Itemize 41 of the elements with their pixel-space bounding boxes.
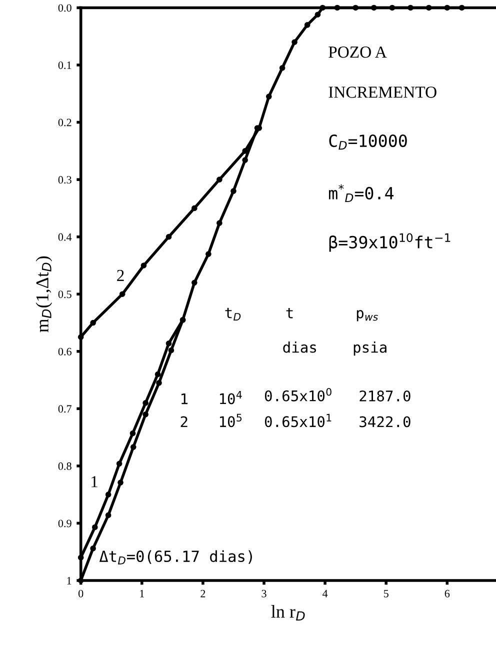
y-tick-label: 1 [67,577,72,584]
annotation: 3422.0 [360,416,410,428]
annotation: 1 [182,394,188,404]
annotation: 0.65x10$^{0}$ [264,388,332,402]
y-tick-label: 0.3 [58,176,72,184]
annotation: 0.65x10$^{1}$ [264,414,332,428]
annotation: dias [283,342,316,353]
x-tick-label: 3 [262,590,266,598]
annotation: POZO A [328,46,387,58]
x-tick-label: 5 [384,590,388,598]
series-label: 2 [117,270,124,281]
x-tick-label: 6 [444,590,450,598]
series-label: 1 [92,476,98,488]
y-tick-label: 0.2 [58,118,72,126]
x-tick-label: 1 [140,590,144,598]
annotation: psia [354,342,386,356]
y-tick-label: 0.8 [58,462,72,470]
annotation: β=39x10$^{10}$ft$^{−1}$ [329,233,450,252]
y-tick-label: 0.4 [58,233,72,241]
y-tick-label: 0.9 [58,520,72,528]
x-tick-label: 2 [200,590,206,598]
y-tick-label: 0.7 [58,405,72,413]
y-axis-title: m$_{D}$(1,Δt$_{D}$) [36,256,52,332]
annotation: m$^{*}$$_{D}$=0.4 [328,184,394,202]
annotation: t [286,308,293,318]
annotation: INCREMENTO [328,86,436,98]
y-tick-label: 0.5 [58,290,72,298]
annotation: 2 [180,416,188,428]
x-tick-label: 4 [322,590,328,598]
annotation: 2187.0 [360,390,410,402]
annotation: 10$^{4}$ [220,391,242,404]
annotation: p$_{ws}$ [356,310,378,322]
series-label: Δt$_{D}$=0(65.17 dias) [99,550,252,564]
x-tick-label: 0 [78,590,84,598]
y-tick-label: 0.0 [58,4,72,12]
y-tick-label: 0.6 [58,348,72,356]
annotation: C$_{D}$=10000 [329,134,407,150]
annotation: 10$^{5}$ [220,414,242,428]
y-tick-label: 0.1 [58,61,72,70]
annotation: t$_{D}$ [225,308,241,321]
x-axis-title: ln r$_{D}$ [271,605,305,621]
